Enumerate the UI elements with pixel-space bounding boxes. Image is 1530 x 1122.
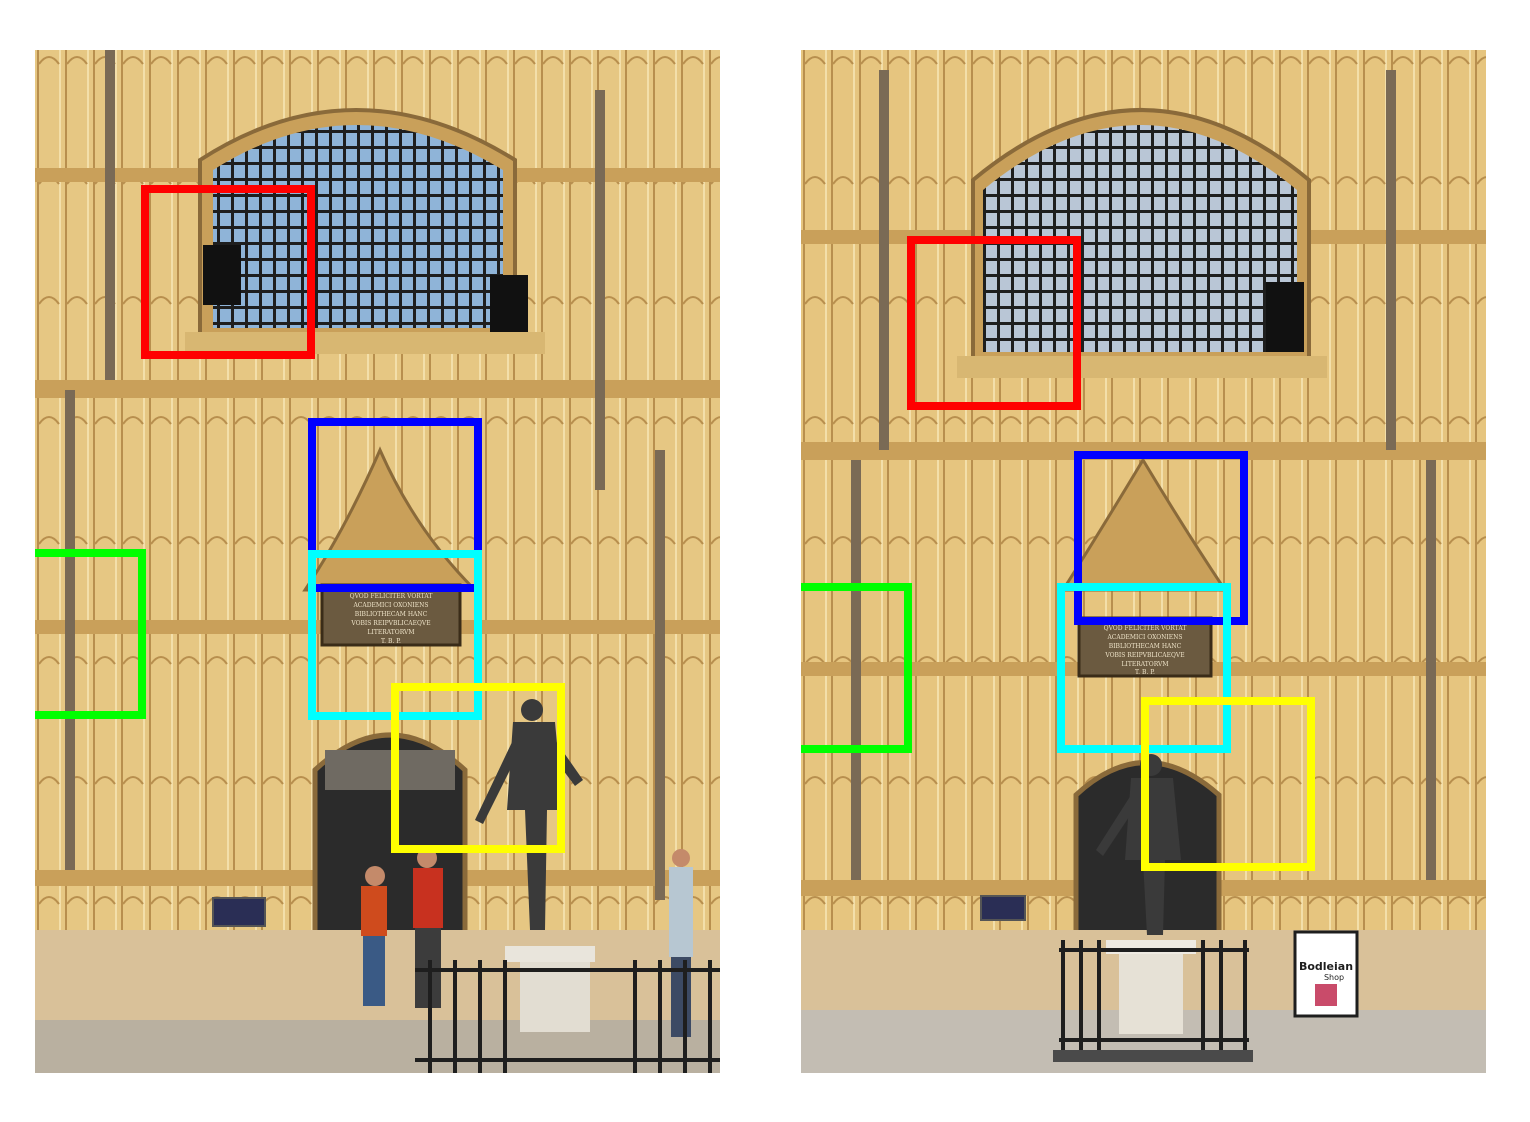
blue-box bbox=[308, 418, 482, 592]
red-box bbox=[141, 185, 315, 359]
railing bbox=[415, 960, 720, 1073]
shop-sign: Bodleian Shop bbox=[1293, 930, 1359, 1018]
plaque bbox=[320, 583, 462, 647]
plaque-line-2: ACADEMICI OXONIENS bbox=[1106, 634, 1182, 641]
green-box bbox=[801, 583, 912, 753]
yellow-box bbox=[1141, 697, 1315, 871]
gothic-window-glass bbox=[213, 125, 503, 328]
yellow-box bbox=[391, 683, 565, 853]
plaque-line-1: QVOD FELICITER VORTAT bbox=[350, 593, 433, 600]
plaque-line-5: LITERATORVM bbox=[1122, 661, 1169, 668]
visitors bbox=[361, 848, 693, 1037]
plaque-line-6: T. B. P. bbox=[1135, 669, 1155, 676]
blue-box bbox=[1074, 451, 1248, 625]
plaque-line-3: BIBLIOTHECAM HANC bbox=[355, 611, 428, 618]
left-photo: QVOD FELICITER VORTAT ACADEMICI OXONIENS… bbox=[35, 50, 720, 1073]
plaque-line-1: QVOD FELICITER VORTAT bbox=[1104, 625, 1187, 632]
shop-sign-line-1: Bodleian bbox=[1299, 960, 1353, 973]
plaque-line-2: ACADEMICI OXONIENS bbox=[352, 602, 428, 609]
ground bbox=[35, 1020, 720, 1073]
shop-sign-line-2: Shop bbox=[1324, 973, 1344, 982]
plaque-line-4: VOBIS REIPVBLICAEQVE bbox=[1104, 652, 1184, 659]
plaque-line-6: T. B. P. bbox=[381, 638, 401, 645]
plaque-line-5: LITERATORVM bbox=[368, 629, 415, 636]
railing bbox=[1059, 940, 1249, 1050]
gothic-window-glass bbox=[983, 125, 1297, 352]
right-photo: QVOD FELICITER VORTAT ACADEMICI OXONIENS… bbox=[801, 50, 1486, 1073]
red-box bbox=[907, 236, 1081, 410]
plaque-line-3: BIBLIOTHECAM HANC bbox=[1109, 643, 1182, 650]
canopy bbox=[1060, 457, 1228, 592]
statue bbox=[475, 699, 595, 1032]
green-box bbox=[35, 549, 146, 719]
plaque-line-4: VOBIS REIPVBLICAEQVE bbox=[350, 620, 430, 627]
